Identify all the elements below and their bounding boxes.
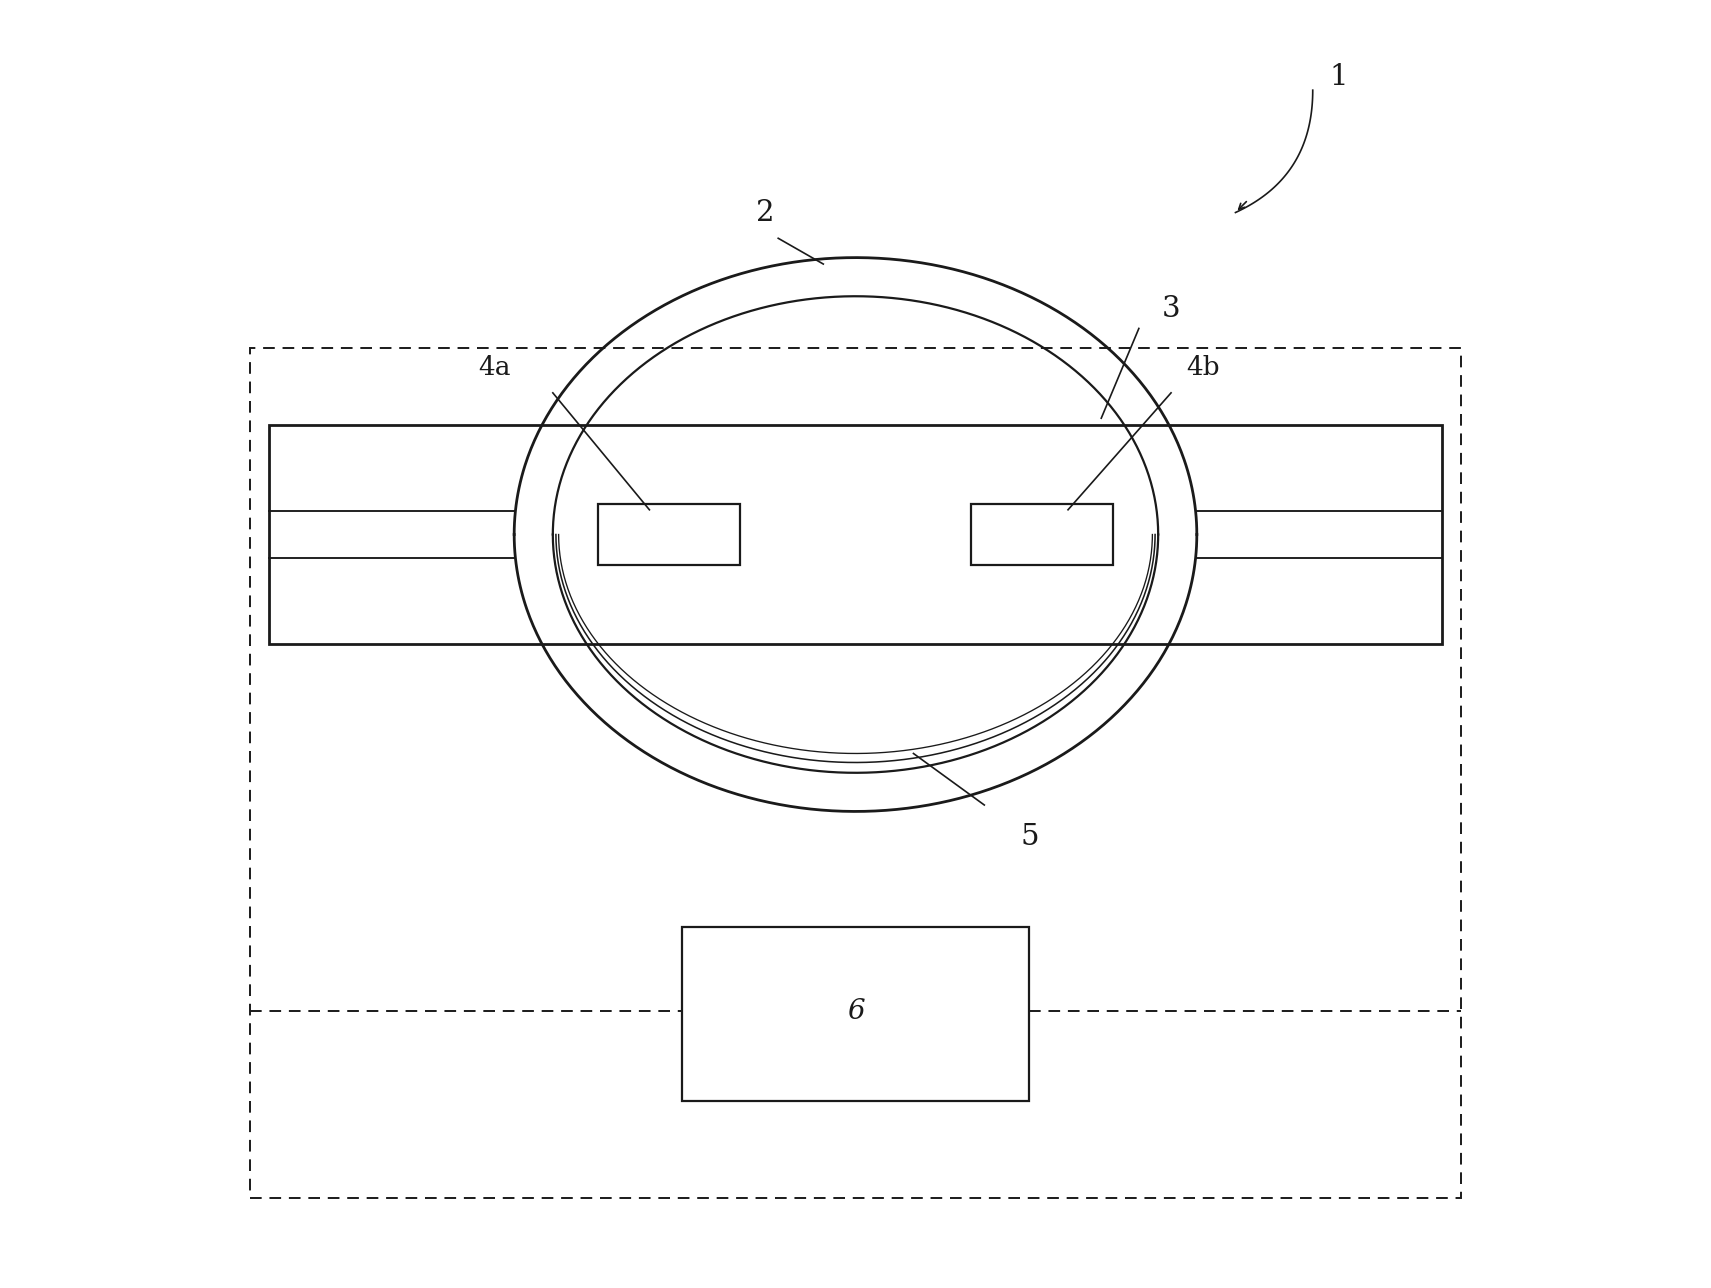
Bar <box>269 425 1442 644</box>
Text: 4b: 4b <box>1186 354 1220 380</box>
Bar <box>972 504 1114 565</box>
Text: 3: 3 <box>1162 295 1181 323</box>
Text: 6: 6 <box>847 998 864 1024</box>
Text: 1: 1 <box>1329 63 1348 91</box>
Bar <box>250 348 1461 1198</box>
Text: 5: 5 <box>1020 823 1039 851</box>
Bar <box>597 504 739 565</box>
Text: 4a: 4a <box>479 354 512 380</box>
Text: 2: 2 <box>756 198 775 227</box>
Bar <box>681 927 1030 1101</box>
